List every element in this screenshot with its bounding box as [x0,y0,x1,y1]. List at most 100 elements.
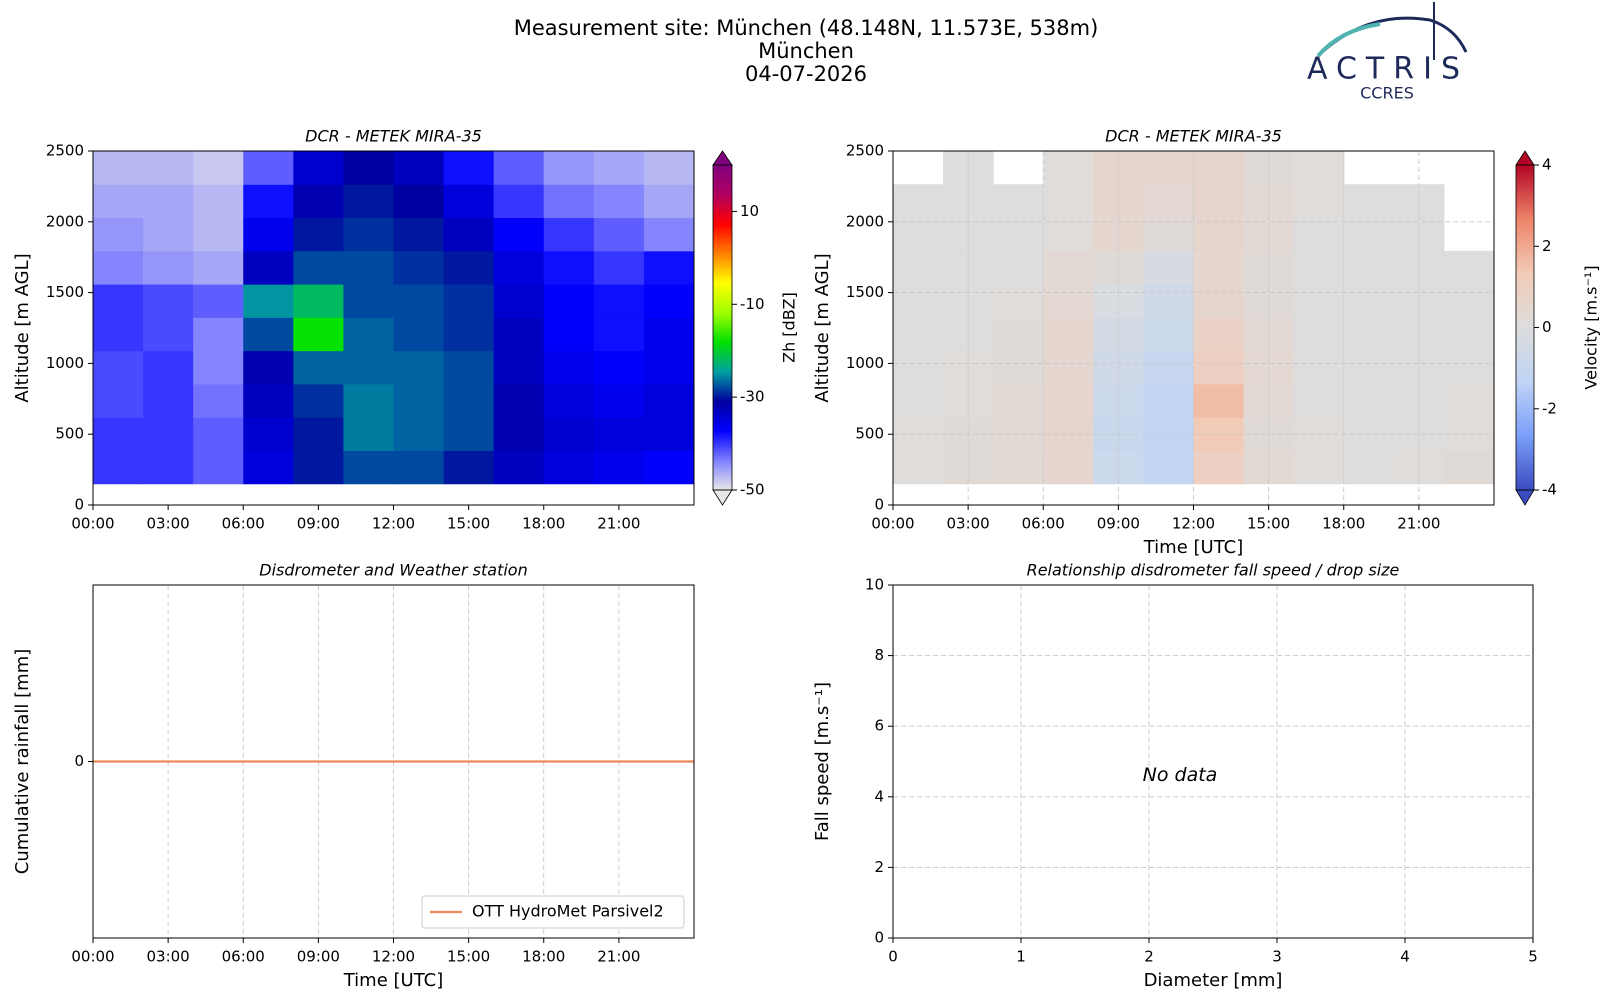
heatmap-cell [493,151,545,185]
heatmap-cell [1293,383,1345,418]
heatmap-cell [543,350,595,385]
x-tick-label: 15:00 [1247,515,1290,533]
heatmap-cell [93,383,144,418]
heatmap-cell [1443,250,1495,285]
y-tick-label: 1500 [46,283,84,301]
heatmap-cell [243,250,294,285]
heatmap-cell [643,417,695,451]
heatmap-cell [493,350,545,385]
heatmap-cell [443,184,495,219]
heatmap-cell [643,317,695,352]
heatmap-cell [193,350,244,385]
logo-name: ACTRIS [1307,52,1469,87]
heatmap-cell [343,284,394,318]
axes-frame [892,584,1534,939]
colorbar-tick-label: 4 [1542,156,1552,174]
heatmap-cell [643,184,695,219]
heatmap-cell [893,284,944,318]
colorbar [1516,165,1534,490]
heatmap-cell [1343,450,1395,485]
heatmap-cell [643,350,695,385]
heatmap-cell [1043,151,1094,185]
heatmap-cell [1043,383,1094,418]
y-tick-label: 1000 [46,354,84,372]
colorbar-frame [712,164,733,491]
heatmap-cell [243,284,294,318]
heatmap-cell [443,417,495,451]
x-tick-label: 00:00 [71,948,114,966]
heatmap-cell [343,217,394,252]
heatmap-cell [1293,184,1345,219]
x-axis-label: Time [UTC] [343,970,444,991]
heatmap-cell [1293,317,1345,352]
heatmap-cell [1143,151,1194,185]
heatmap-cell [243,317,294,352]
logo-arc-accent [1316,22,1381,58]
heatmap-cell [193,383,244,418]
heatmap-cell [443,284,495,318]
heatmap-cell [193,250,244,285]
x-tick-label: 00:00 [71,515,114,533]
heatmap-cell [143,317,194,352]
x-tick-label: 15:00 [447,948,490,966]
heatmap-cell [143,250,194,285]
heatmap-cell [293,284,344,318]
x-axis-label: Time [UTC] [1143,537,1244,558]
y-tick-label: 2 [874,858,884,876]
heatmap-cell [893,350,944,385]
y-tick-label: 0 [74,496,84,514]
heatmap-cell [543,383,595,418]
heatmap-cell [93,284,144,318]
heatmap-cell [543,317,595,352]
y-tick-label: 0 [874,496,884,514]
heatmap-cell [1343,217,1395,252]
colorbar-label: Velocity [m.s⁻¹] [1582,265,1600,389]
colorbar-tick-label: -10 [740,295,765,313]
heatmap-cell [393,350,445,385]
y-tick-label: 2000 [846,212,884,230]
y-tick-label: 8 [874,646,884,664]
y-axis-label: Fall speed [m.s⁻¹] [812,682,833,841]
heatmap-cell [893,184,944,219]
heatmap-cell [1343,383,1395,418]
heatmap-cell [143,417,194,451]
heatmap-cell [243,217,294,252]
heatmap-cell [393,184,445,219]
x-tick-label: 18:00 [522,948,565,966]
heatmap-cell [93,217,144,252]
x-tick-label: 21:00 [597,515,640,533]
heatmap-cell [893,250,944,285]
y-tick-label: 2000 [46,212,84,230]
y-tick-label: 0 [874,929,884,947]
annotation: No data [1143,764,1218,786]
heatmap-cell [293,350,344,385]
heatmap-cell [143,217,194,252]
y-tick-label: 4 [874,787,884,805]
heatmap-cell [343,417,394,451]
heatmap-cell [893,217,944,252]
colorbar-tick-label: -4 [1542,481,1557,499]
x-tick-label: 06:00 [222,948,265,966]
heatmap-cell [1043,250,1094,285]
colorbar-tick-label: 10 [740,202,759,220]
heatmap-cell [143,284,194,318]
heatmap-cell [643,151,695,185]
heatmap-cell [593,151,645,185]
heatmap-cell [193,184,244,219]
heatmap-cell [193,284,244,318]
heatmap-cell [1193,317,1245,352]
heatmap-cell [343,250,394,285]
heatmap-cell [893,317,944,352]
heatmap-cell [593,450,645,485]
heatmap-cell [93,317,144,352]
x-tick-label: 00:00 [871,515,914,533]
legend-frame [421,895,685,929]
heatmap-cell [1293,450,1345,485]
heatmap-cell [93,417,144,451]
heatmap-cell [593,250,645,285]
heatmap-cell [1043,184,1094,219]
y-tick-label: 1500 [846,283,884,301]
y-tick-label: 500 [55,425,84,443]
heatmap-cell [493,317,545,352]
x-tick-label: 3 [1272,948,1282,966]
